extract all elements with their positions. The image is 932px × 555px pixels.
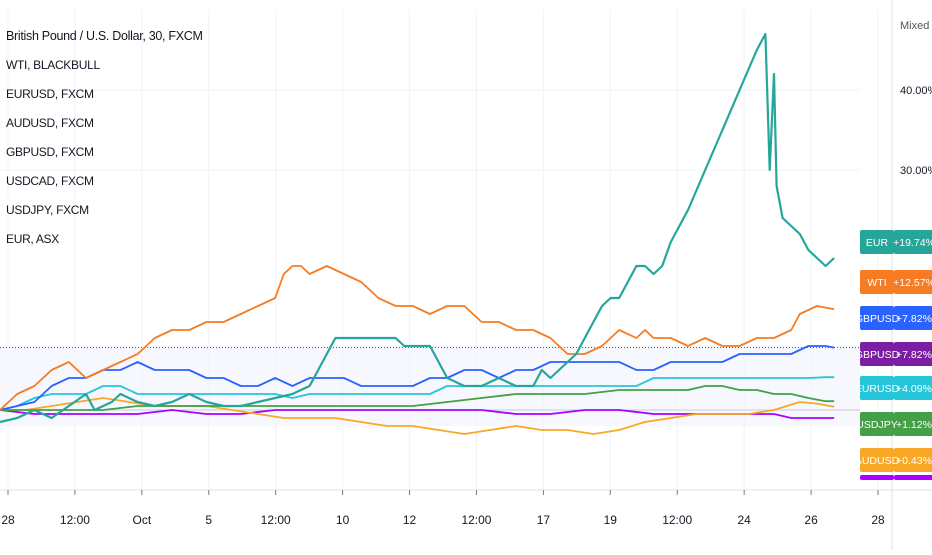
price-label-name-box: [860, 412, 894, 436]
legend-item-gbpusd[interactable]: GBPUSD, FXCM: [6, 145, 94, 159]
x-tick-label: Oct: [133, 513, 152, 527]
series-line-gbpusd[interactable]: [0, 345, 835, 411]
price-label-value-box: [894, 230, 932, 254]
x-tick-label: 26: [804, 513, 818, 527]
price-label-name: USDJPY: [856, 419, 897, 431]
series-line-usdjpy[interactable]: [0, 385, 835, 411]
y-tick-label: 30.00%: [900, 165, 932, 177]
legend-item-eurusd[interactable]: EURUSD, FXCM: [6, 87, 94, 101]
x-tick-label: 12:00: [60, 513, 90, 527]
price-label-name: EURUSD: [855, 383, 900, 395]
series-line-wti[interactable]: [0, 265, 835, 411]
price-label-name: WTI: [867, 277, 886, 289]
price-label-value: +19.74%: [893, 237, 932, 249]
x-tick-label: 28: [1, 513, 15, 527]
price-label-gbpusd[interactable]: GBPUSD+7.82%: [855, 306, 932, 330]
x-tick-label: 17: [537, 513, 551, 527]
price-label-name: AUDUSD: [855, 455, 900, 467]
legend-item-eur-asx[interactable]: EUR, ASX: [6, 232, 59, 246]
x-tick-label: 28: [871, 513, 885, 527]
price-label-name-box: [860, 342, 894, 366]
price-label-eur[interactable]: EUR +19.74%: [860, 230, 932, 254]
price-label-value: +4.09%: [896, 383, 932, 395]
price-label-value: +7.82%: [896, 313, 932, 325]
price-label-wti[interactable]: WTI +12.57%: [860, 270, 932, 294]
price-label-name-box: [860, 448, 894, 472]
y-tick-label: 40.00%: [900, 85, 932, 97]
legend-item-main[interactable]: British Pound / U.S. Dollar, 30, FXCM: [6, 29, 203, 43]
price-label-value-box: [894, 475, 932, 480]
price-label-value-box: [894, 306, 932, 330]
price-label-usdcad[interactable]: [860, 475, 932, 480]
price-label-value-box: [894, 412, 932, 436]
price-label-name-box: [860, 230, 894, 254]
price-label-value-box: [894, 448, 932, 472]
series-line-eur[interactable]: [0, 32, 835, 424]
price-label-value: +1.12%: [896, 419, 932, 431]
legend-item-audusd[interactable]: AUDUSD, FXCM: [6, 116, 94, 130]
series-line-eurusd[interactable]: [0, 376, 835, 411]
price-label-value-box: [894, 376, 932, 400]
legend-item-usdjpy[interactable]: USDJPY, FXCM: [6, 203, 89, 217]
x-tick-label: 12:00: [662, 513, 692, 527]
x-tick-label: 12: [403, 513, 417, 527]
price-label-usdjpy[interactable]: USDJPY+1.12%: [856, 412, 932, 436]
x-tick-label: 5: [205, 513, 212, 527]
legend: British Pound / U.S. Dollar, 30, FXCM WT…: [6, 22, 203, 254]
price-label-name-box: [860, 376, 894, 400]
price-label-name-box: [860, 306, 894, 330]
x-tick-label: 12:00: [461, 513, 491, 527]
price-label-name: GBPUSD: [855, 349, 900, 361]
price-label-value: +12.57%: [893, 277, 932, 289]
scale-mode-label[interactable]: Mixed: [900, 20, 930, 32]
price-label-name: GBPUSD: [855, 313, 900, 325]
price-label-value-box: [894, 342, 932, 366]
price-label-value: +7.82%: [896, 349, 932, 361]
price-label-audusd[interactable]: AUDUSD+0.43%: [855, 448, 932, 472]
x-tick-label: 19: [604, 513, 618, 527]
price-label-gbpusd[interactable]: GBPUSD+7.82%: [855, 342, 932, 366]
price-label-name-box: [860, 475, 894, 480]
price-label-value: +0.43%: [896, 455, 932, 467]
x-tick-label: 24: [737, 513, 751, 527]
x-tick-label: 12:00: [261, 513, 291, 527]
price-label-name-box: [860, 270, 894, 294]
price-label-eurusd[interactable]: EURUSD+4.09%: [855, 376, 932, 400]
series-line-usdcad[interactable]: [0, 409, 835, 419]
legend-item-usdcad[interactable]: USDCAD, FXCM: [6, 174, 94, 188]
price-label-value-box: [894, 270, 932, 294]
price-label-name: EUR: [866, 237, 889, 249]
legend-item-wti[interactable]: WTI, BLACKBULL: [6, 58, 100, 72]
x-tick-label: 10: [336, 513, 350, 527]
